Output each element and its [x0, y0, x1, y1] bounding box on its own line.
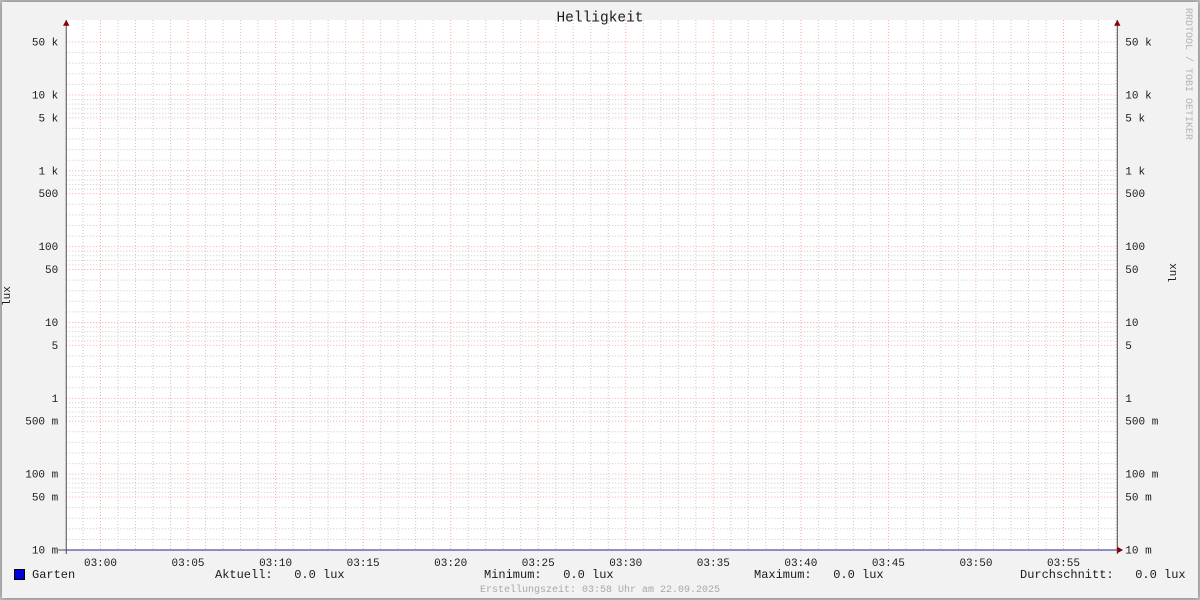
svg-text:500: 500: [1125, 189, 1145, 201]
svg-text:5 k: 5 k: [1125, 113, 1145, 125]
svg-text:50 m: 50 m: [1125, 493, 1152, 505]
svg-text:10 m: 10 m: [1125, 546, 1152, 558]
svg-text:10: 10: [45, 318, 58, 330]
svg-text:100: 100: [38, 242, 58, 254]
svg-text:500: 500: [38, 189, 58, 201]
svg-text:1: 1: [1125, 394, 1132, 406]
svg-text:50 k: 50 k: [1125, 38, 1152, 50]
svg-text:03:15: 03:15: [347, 558, 380, 570]
svg-text:5 k: 5 k: [38, 113, 58, 125]
svg-text:1: 1: [52, 394, 59, 406]
svg-text:1 k: 1 k: [38, 166, 58, 178]
svg-text:100 m: 100 m: [1125, 470, 1158, 482]
svg-text:10: 10: [1125, 318, 1138, 330]
svg-text:5: 5: [1125, 341, 1132, 353]
svg-text:1 k: 1 k: [1125, 166, 1145, 178]
svg-text:100 m: 100 m: [25, 470, 58, 482]
svg-text:10 k: 10 k: [32, 91, 59, 103]
svg-text:03:35: 03:35: [697, 558, 730, 570]
svg-text:Helligkeit: Helligkeit: [556, 11, 643, 27]
svg-text:03:05: 03:05: [172, 558, 205, 570]
svg-text:03:20: 03:20: [434, 558, 467, 570]
svg-text:500 m: 500 m: [25, 417, 58, 429]
svg-text:10 m: 10 m: [32, 546, 59, 558]
svg-text:03:50: 03:50: [959, 558, 992, 570]
svg-text:50: 50: [45, 265, 58, 277]
svg-text:03:00: 03:00: [84, 558, 117, 570]
svg-text:10 k: 10 k: [1125, 91, 1152, 103]
svg-text:500 m: 500 m: [1125, 417, 1158, 429]
svg-text:03:30: 03:30: [609, 558, 642, 570]
svg-text:50 k: 50 k: [32, 38, 59, 50]
svg-text:5: 5: [52, 341, 59, 353]
svg-text:100: 100: [1125, 242, 1145, 254]
svg-text:50: 50: [1125, 265, 1138, 277]
svg-text:50 m: 50 m: [32, 493, 59, 505]
